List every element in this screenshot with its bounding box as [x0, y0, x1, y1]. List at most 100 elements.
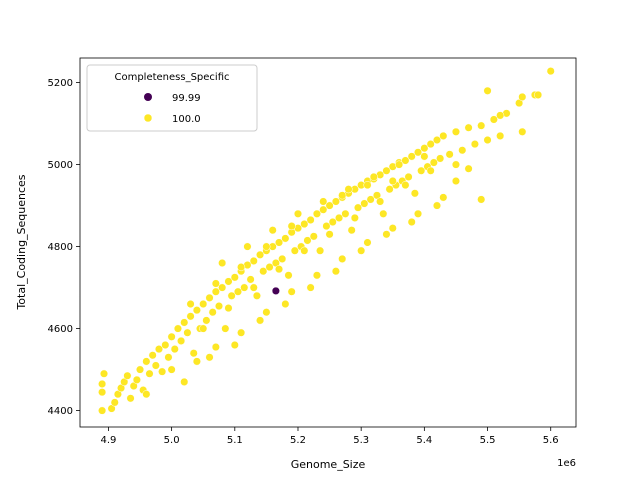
data-point-100-0-74: [328, 217, 337, 227]
data-point-100-0-180: [338, 191, 347, 200]
data-point-100-0-151: [192, 357, 201, 366]
data-point-100-0-29: [186, 312, 195, 321]
data-point-100-0-48: [246, 275, 255, 284]
data-point-100-0-170: [350, 213, 359, 222]
x-axis-ticks: 4.9 5.0 5.1 5.2 5.3 5.4 5.5 5.6: [100, 427, 559, 446]
data-point-100-0-86: [366, 195, 375, 204]
data-point-100-0-130: [205, 353, 214, 362]
data-point-100-0-181: [363, 181, 372, 190]
data-point-100-0-118: [496, 131, 505, 140]
data-point-100-0-179: [312, 209, 321, 218]
legend-marker-99-99: [144, 93, 152, 101]
data-point-100-0-51: [256, 250, 265, 259]
data-point-100-0-3: [99, 369, 109, 378]
data-point-100-0-108: [436, 154, 445, 163]
data-point-100-0-164: [199, 324, 208, 333]
data-point-100-0-145: [344, 185, 353, 194]
data-point-100-0-140: [218, 258, 227, 268]
data-point-100-0-1: [98, 388, 107, 397]
data-point-100-0-5: [110, 398, 119, 407]
x-tick-label: 5.0: [164, 435, 180, 446]
data-point-100-0-84: [360, 199, 369, 208]
data-point-100-0-159: [388, 224, 397, 233]
data-point-100-0-134: [306, 283, 315, 292]
data-point-100-0-124: [546, 67, 555, 76]
data-point-100-0-126: [477, 195, 486, 204]
data-point-100-0-105: [426, 140, 435, 149]
data-point-100-0-25: [173, 324, 182, 333]
y-tick-label: 5200: [48, 78, 73, 89]
x-tick-label: 5.5: [480, 435, 496, 446]
data-point-100-0-107: [432, 135, 442, 145]
data-point-100-0-9: [123, 371, 132, 380]
data-point-100-0-54: [265, 263, 274, 272]
data-point-100-0-23: [167, 332, 176, 341]
data-point-100-0-2: [98, 379, 107, 389]
data-point-100-0-176: [237, 263, 246, 272]
data-point-100-0-60: [284, 271, 293, 280]
data-point-100-0-82: [353, 203, 363, 212]
data-point-100-0-31: [192, 306, 201, 315]
data-point-100-0-135: [331, 267, 340, 276]
data-point-100-0-114: [470, 140, 479, 149]
data-point-100-0-154: [262, 308, 271, 317]
data-point-100-0-163: [464, 164, 473, 173]
data-point-100-0-115: [477, 121, 486, 130]
x-tick-label: 5.3: [353, 435, 369, 446]
data-point-100-0-66: [303, 236, 312, 245]
data-point-100-0-177: [262, 242, 271, 251]
data-point-100-0-160: [413, 209, 423, 218]
y-tick-label: 4800: [48, 242, 73, 253]
legend-marker-100-0: [143, 113, 153, 123]
x-axis-label: Genome_Size: [291, 458, 366, 471]
data-point-100-0-113: [464, 123, 473, 132]
data-point-100-0-91: [382, 166, 391, 175]
data-point-100-0-43: [230, 273, 239, 282]
y-axis-ticks: 4400 4600 4800 5000 5200: [48, 78, 80, 417]
data-point-100-0-13: [135, 365, 145, 374]
legend-entry-99-99: 99.99: [172, 93, 201, 104]
data-point-100-0-59: [281, 234, 290, 243]
data-point-100-0-12: [132, 375, 141, 384]
legend-entry-100-0: 100.0: [172, 114, 201, 125]
data-point-100-0-147: [395, 160, 404, 169]
data-point-100-0-90: [379, 209, 388, 218]
data-point-100-0-18: [151, 361, 160, 370]
data-point-100-0-112: [458, 146, 467, 155]
x-axis-offset-label: 1e6: [557, 458, 576, 469]
data-point-100-0-62: [290, 246, 299, 255]
data-point-100-0-15: [142, 357, 151, 366]
data-point-100-0-21: [161, 340, 170, 350]
x-tick-label: 5.4: [416, 435, 432, 446]
data-point-100-0-80: [347, 226, 356, 235]
data-point-100-0-155: [287, 287, 296, 296]
data-point-100-0-97: [401, 156, 410, 165]
data-point-100-0-172: [401, 181, 410, 190]
data-point-100-0-175: [211, 279, 220, 288]
data-point-100-0-103: [420, 144, 429, 153]
data-point-100-0-65: [300, 220, 309, 229]
data-point-100-0-111: [451, 127, 461, 136]
data-point-100-0-40: [221, 324, 230, 333]
data-point-100-0-70: [316, 246, 325, 255]
data-point-100-0-162: [451, 176, 461, 186]
data-point-100-0-42: [227, 291, 236, 300]
data-point-100-0-138: [407, 217, 416, 227]
data-point-100-0-137: [382, 230, 391, 239]
x-tick-label: 5.2: [290, 435, 306, 446]
data-point-100-0-67: [306, 215, 315, 224]
data-point-100-0-165: [224, 304, 233, 313]
data-point-100-0-132: [256, 316, 265, 325]
y-tick-label: 5000: [48, 160, 73, 171]
data-point-100-0-136: [357, 246, 366, 255]
data-point-100-0-34: [202, 316, 211, 325]
legend-box: [86, 64, 258, 132]
data-point-100-0-36: [208, 308, 217, 317]
data-point-100-0-141: [243, 242, 252, 251]
data-point-100-0-129: [180, 377, 189, 386]
data-point-100-0-150: [167, 365, 176, 374]
data-point-100-0-75: [331, 197, 340, 206]
data-point-100-0-27: [180, 318, 189, 327]
data-point-100-0-72: [322, 222, 331, 231]
data-point-100-0-98: [404, 172, 413, 181]
